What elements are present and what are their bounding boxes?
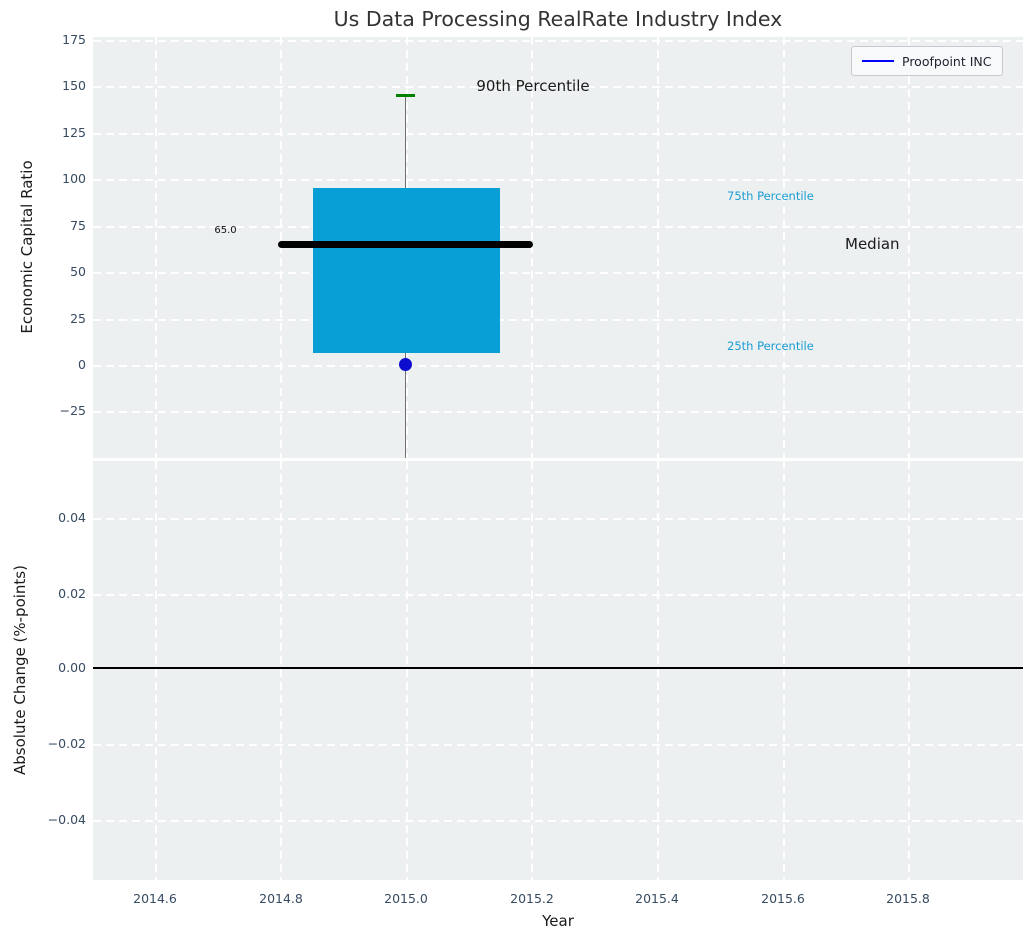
x-tick-label: 2015.0 — [384, 891, 428, 906]
y-tick-label: 0.04 — [58, 510, 86, 525]
top-y-axis-title: Economic Capital Ratio — [18, 160, 36, 334]
gridline-h — [93, 411, 1023, 413]
legend: Proofpoint INC — [851, 46, 1003, 76]
x-tick-label: 2014.6 — [133, 891, 177, 906]
median-line — [278, 241, 533, 248]
y-tick-label: 125 — [62, 125, 86, 140]
legend-label: Proofpoint INC — [902, 53, 992, 69]
chart-title: Us Data Processing RealRate Industry Ind… — [333, 7, 783, 31]
y-tick-label: 0 — [78, 357, 86, 372]
gridline-v — [531, 37, 533, 458]
median-value-annotation: 65.0 — [214, 225, 237, 236]
gridline-v — [280, 461, 282, 880]
y-tick-label: −25 — [59, 403, 86, 418]
whisker-cap-90th — [396, 94, 415, 97]
x-tick-label: 2015.8 — [886, 891, 930, 906]
y-tick-label: −0.02 — [47, 736, 86, 751]
p75-annotation: 75th Percentile — [727, 189, 814, 203]
gridline-h — [93, 40, 1023, 42]
gridline-h — [93, 179, 1023, 181]
gridline-h — [93, 820, 1023, 822]
gridline-h — [93, 365, 1023, 367]
median-annotation: Median — [845, 235, 900, 253]
x-tick-label: 2015.6 — [761, 891, 805, 906]
gridline-h — [93, 319, 1023, 321]
gridline-v — [531, 461, 533, 880]
gridline-v — [657, 37, 659, 458]
gridline-v — [406, 461, 408, 880]
legend-line-sample — [862, 59, 894, 63]
zero-baseline — [93, 667, 1023, 669]
gridline-h — [93, 226, 1023, 228]
p90-annotation: 90th Percentile — [476, 77, 590, 95]
gridline-h — [93, 518, 1023, 520]
x-tick-label: 2015.4 — [635, 891, 679, 906]
gridline-h — [93, 272, 1023, 274]
gridline-v — [908, 37, 910, 458]
y-tick-label: 175 — [62, 32, 86, 47]
gridline-h — [93, 86, 1023, 88]
top-axes: 65.0 90th Percentile 75th Percentile Med… — [93, 37, 1023, 458]
y-tick-label: −0.04 — [47, 812, 86, 827]
gridline-h — [93, 133, 1023, 135]
y-tick-label: 50 — [70, 264, 86, 279]
y-tick-label: 0.02 — [58, 586, 86, 601]
company-data-point — [399, 358, 412, 371]
bottom-y-axis-title: Absolute Change (%-points) — [11, 565, 29, 775]
y-tick-label: 25 — [70, 311, 86, 326]
gridline-v — [908, 461, 910, 880]
gridline-v — [783, 37, 785, 458]
y-tick-label: 150 — [62, 78, 86, 93]
y-tick-label: 75 — [70, 218, 86, 233]
y-tick-label: 100 — [62, 171, 86, 186]
gridline-h — [93, 744, 1023, 746]
x-tick-label: 2014.8 — [259, 891, 303, 906]
gridline-h — [93, 594, 1023, 596]
gridline-v — [155, 37, 157, 458]
x-axis-title: Year — [542, 912, 574, 930]
gridline-v — [155, 461, 157, 880]
x-tick-label: 2015.2 — [510, 891, 554, 906]
y-tick-label: 0.00 — [58, 660, 86, 675]
gridline-v — [657, 461, 659, 880]
box-interquartile — [313, 188, 500, 353]
bottom-axes — [93, 461, 1023, 880]
gridline-v — [783, 461, 785, 880]
p25-annotation: 25th Percentile — [727, 339, 814, 353]
